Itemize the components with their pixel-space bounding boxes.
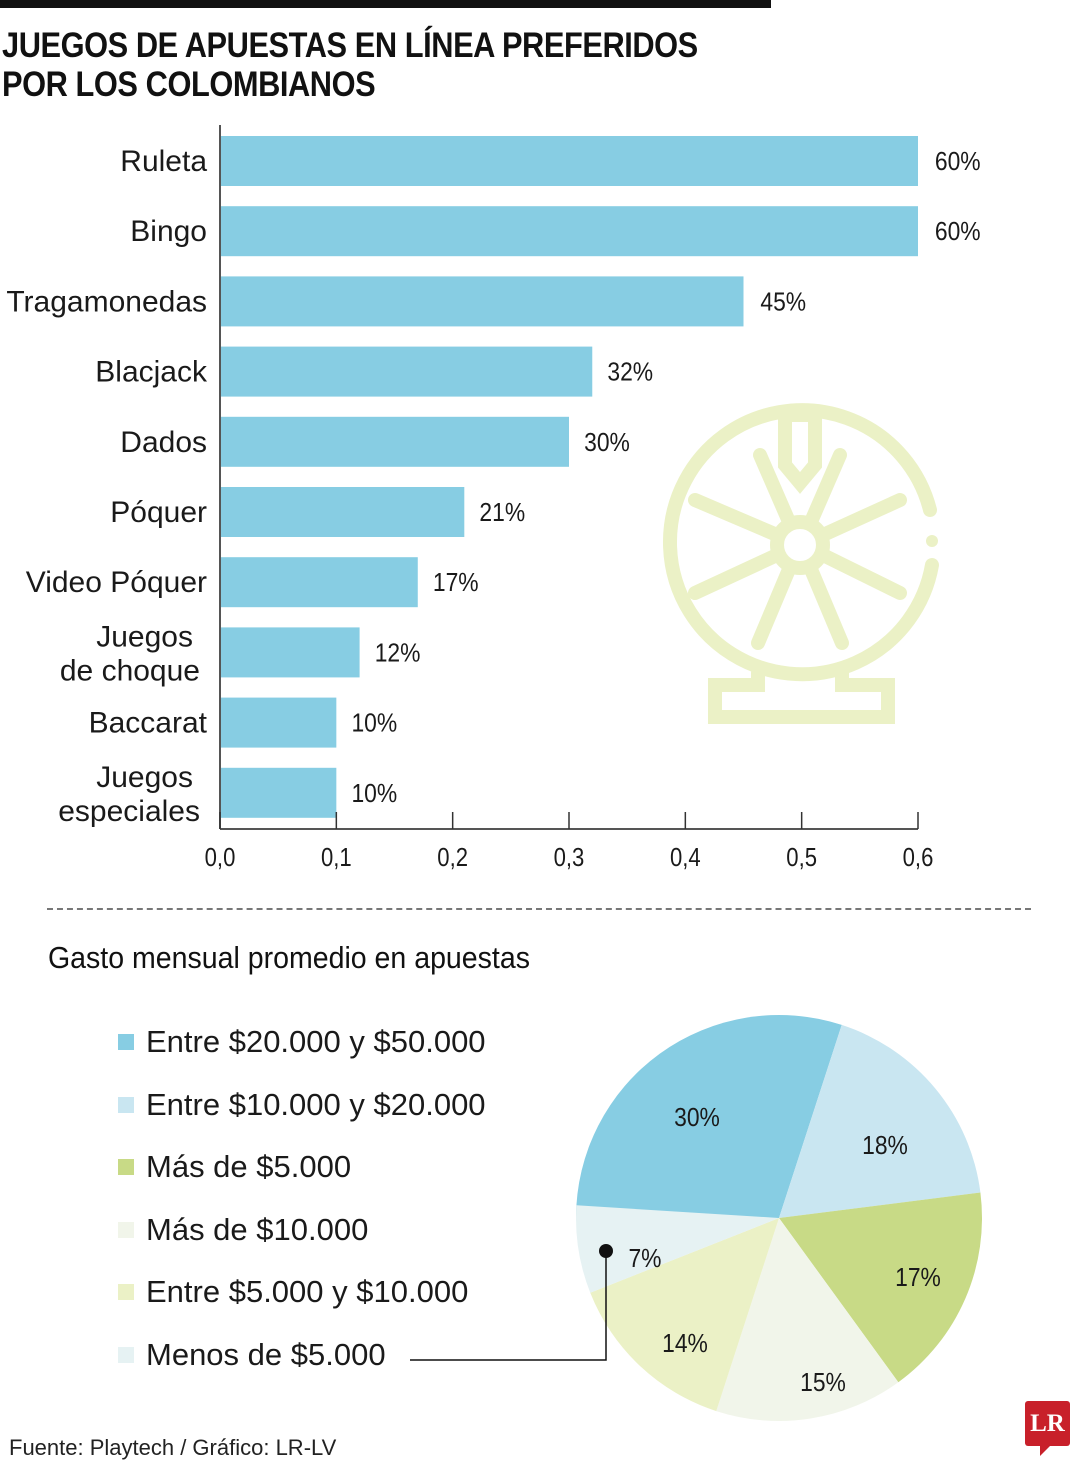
x-tick-label: 0,6 [903,843,934,872]
legend-label: Más de $5.000 [146,1149,352,1185]
category-label: Blacjack [95,356,208,389]
slice-label: 18% [862,1132,908,1161]
bar [220,557,418,608]
category-label: Bingo [130,215,207,248]
value-label: 30% [584,429,630,458]
legend-label: Más de $10.000 [146,1211,369,1247]
value-label: 10% [351,780,397,809]
slice-label: 17% [895,1264,941,1293]
pie-slice [576,1205,779,1293]
legend-swatch [118,1096,134,1113]
bar [220,206,918,257]
bar [220,697,337,748]
legend-item: Más de $10.000 [118,1210,368,1250]
category-label: de choque [60,654,200,687]
pie-slice [779,1192,983,1383]
x-tick-label: 0,3 [554,843,585,872]
pie-chart: 30% 18% 17% 15% 14% 7% [560,1015,983,1421]
x-tick-label: 0,0 [205,843,236,872]
value-label: 21% [479,499,525,528]
title-line-2: POR LOS COLOMBIANOS [2,65,376,104]
pie-subtitle: Gasto mensual promedio en apuestas [48,940,530,975]
bar [220,767,337,818]
slice-label: 7% [628,1245,661,1274]
legend-label: Entre $10.000 y $20.000 [146,1086,486,1122]
x-tick-label: 0,4 [670,843,701,872]
slice-label: 15% [800,1369,846,1398]
category-label: Juegos [96,620,193,653]
legend-item: Entre $10.000 y $20.000 [118,1085,486,1125]
bar [220,346,593,397]
category-label: Juegos [96,761,193,794]
legend-label: Menos de $5.000 [146,1337,386,1372]
x-tick-label: 0,5 [786,843,817,872]
leader-dot [599,1244,613,1258]
legend-label: Entre $5.000 y $10.000 [146,1274,469,1310]
top-rule [0,0,771,8]
title-line-1: JUEGOS DE APUESTAS EN LÍNEA PREFERIDOS [2,26,698,65]
category-label: Póquer [110,496,207,529]
category-label: Video Póquer [26,566,207,599]
slice-label: 30% [674,1104,720,1133]
roulette-wheel-icon [662,403,939,724]
legend-swatch [118,1284,134,1301]
value-label: 12% [375,639,421,668]
pie-slice [576,1015,842,1218]
lr-logo: LR [1025,1401,1070,1446]
value-label: 60% [935,148,981,177]
category-label: Baccarat [89,707,208,740]
legend-leader-line [560,1251,607,1361]
value-label: 45% [760,288,806,317]
legend-swatch [118,1159,134,1176]
category-label: Ruleta [120,145,207,178]
bar-chart: Ruleta 60% Bingo 60% Tragamonedas 45% Blacjack… [6,125,981,872]
legend-item: Más de $5.000 [118,1147,351,1187]
value-label: 32% [607,358,653,387]
chart-title: JUEGOS DE APUESTAS EN LÍNEA PREFERIDOS P… [2,26,698,104]
legend-item: Entre $5.000 y $10.000 [118,1272,468,1312]
category-label: Dados [120,426,207,459]
bar [220,416,569,467]
bar [220,136,918,186]
value-label: 10% [351,709,397,738]
value-label: 17% [433,569,479,598]
bar [220,627,360,678]
legend-label: Entre $20.000 y $50.000 [146,1024,486,1059]
source-credit: Fuente: Playtech / Gráfico: LR-LV [9,1435,337,1460]
bar [220,276,744,327]
category-label: Tragamonedas [6,285,207,318]
pie-slice [590,1218,779,1412]
x-tick-label: 0,2 [437,843,468,872]
slice-label: 14% [662,1330,708,1359]
legend-swatch [118,1221,134,1238]
pie-slice [779,1024,981,1218]
bar [220,487,465,537]
lr-logo-tail [1040,1445,1051,1456]
pie-slice [716,1218,899,1421]
legend-swatch [118,1034,134,1050]
legend-swatch [118,1347,134,1363]
category-label: especiales [58,795,200,828]
value-label: 60% [935,218,981,247]
legend-item: Entre $20.000 y $50.000 [118,1022,486,1062]
section-divider [47,908,1031,910]
x-tick-label: 0,1 [321,843,352,872]
legend-item: Menos de $5.000 [118,1335,386,1375]
